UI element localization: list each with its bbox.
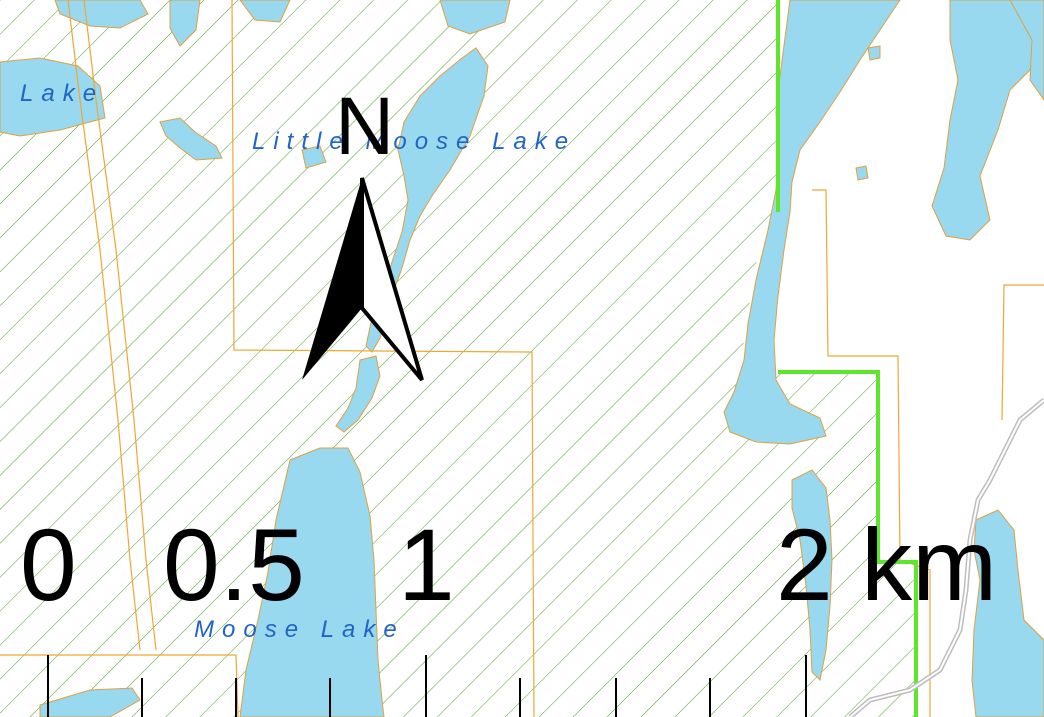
pond-east-small-2 bbox=[867, 45, 881, 61]
scale-label-2-km: 2 km bbox=[776, 508, 998, 622]
pond-east-small bbox=[855, 165, 869, 181]
parcel-line-east-box bbox=[812, 189, 931, 717]
lake-top-left bbox=[54, 0, 149, 29]
lake-label-little-moose-lake: Little Moose Lake bbox=[252, 128, 577, 155]
lake-northeast-1 bbox=[931, 0, 1041, 241]
parcel-line-bottom-box bbox=[0, 654, 239, 717]
park-boundary bbox=[776, 0, 918, 717]
lake-northwest bbox=[0, 57, 106, 137]
big-lake-east bbox=[723, 0, 901, 445]
lake-bottom-left bbox=[39, 687, 141, 717]
little-moose-lake-body bbox=[365, 47, 489, 353]
lake-label-moose-lake: Moose Lake bbox=[194, 616, 405, 643]
scale-bar bbox=[47, 655, 807, 717]
north-arrow-icon bbox=[302, 177, 424, 382]
pond-top-center-2 bbox=[239, 0, 291, 23]
lake-label-lake: Lake bbox=[20, 80, 105, 107]
pond-top-center bbox=[169, 0, 201, 47]
pond-small-1 bbox=[159, 117, 223, 161]
scale-label-1: 1 bbox=[398, 508, 455, 622]
parcel-line-east-right bbox=[1001, 284, 1044, 421]
parcel-line-west-1 bbox=[67, 0, 141, 651]
hatched-protected-area bbox=[0, 0, 916, 717]
parcel-line-center-box bbox=[231, 0, 535, 717]
lake-southeast bbox=[971, 509, 1044, 717]
lake-top-middle bbox=[439, 0, 511, 35]
connecting-stream bbox=[335, 355, 381, 433]
pond-small-2 bbox=[301, 145, 327, 169]
scale-label-0: 0 bbox=[20, 508, 77, 622]
scale-label-0-5: 0.5 bbox=[163, 508, 305, 622]
north-arrow-label: N bbox=[335, 81, 395, 172]
lake-east-edge bbox=[1009, 0, 1044, 101]
lake-east-inlet-1 bbox=[791, 469, 833, 682]
parcel-line-west-2 bbox=[83, 0, 157, 651]
moose-lake-body bbox=[239, 447, 385, 717]
road bbox=[848, 398, 1044, 717]
